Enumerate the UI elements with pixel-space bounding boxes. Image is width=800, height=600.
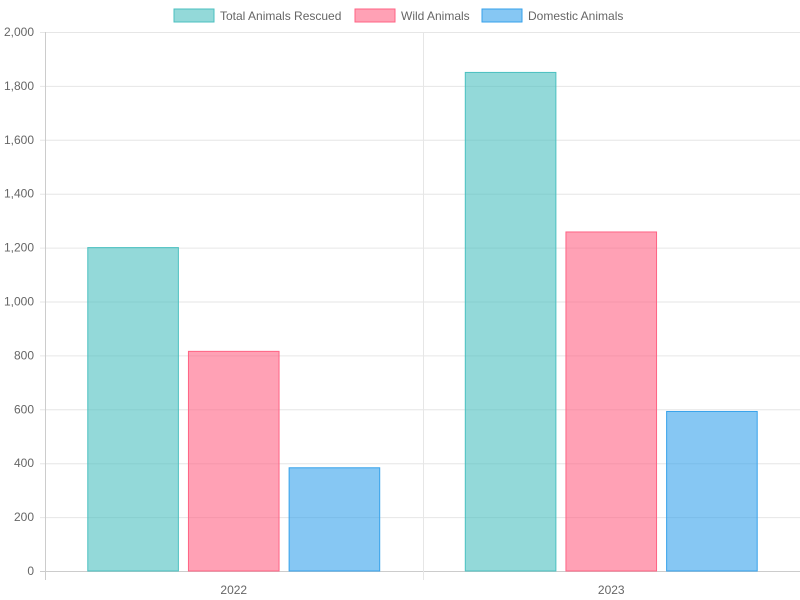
- y-tick-label: 400: [14, 456, 34, 470]
- bar-wild-animals-2022[interactable]: [187, 350, 280, 572]
- legend-label-domestic: Domestic Animals: [528, 9, 623, 23]
- legend: Total Animals Rescued Wild Animals Domes…: [173, 8, 623, 23]
- y-tick-label: 0: [27, 564, 34, 578]
- legend-label-wild: Wild Animals: [401, 9, 470, 23]
- legend-item-wild[interactable]: Wild Animals: [354, 8, 470, 23]
- y-tick-label: 1,800: [4, 79, 34, 93]
- bar-wild-animals-2023[interactable]: [565, 231, 658, 572]
- legend-item-total[interactable]: Total Animals Rescued: [173, 8, 341, 23]
- bar-domestic-animals-2023[interactable]: [666, 410, 758, 572]
- bars: [87, 71, 758, 572]
- x-tick-label: 2023: [598, 583, 625, 597]
- y-tick-label: 2,000: [4, 25, 34, 39]
- y-tick-label: 800: [14, 348, 34, 362]
- y-axis: 0 200 400 600 800 1,000 1,200 1,400 1,600 1,800 2,…: [4, 25, 34, 578]
- x-axis: 2022 2023: [220, 583, 625, 597]
- x-tick-label: 2022: [220, 583, 247, 597]
- legend-swatch-domestic: [481, 8, 523, 23]
- bar-domestic-animals-2022[interactable]: [288, 467, 381, 572]
- y-tick-label: 1,400: [4, 187, 34, 201]
- legend-item-domestic[interactable]: Domestic Animals: [481, 8, 623, 23]
- bar-total-animals-rescued-2023[interactable]: [464, 71, 557, 572]
- bar-total-animals-rescued-2022[interactable]: [87, 247, 179, 572]
- y-tick-label: 1,200: [4, 241, 34, 255]
- y-tick-label: 200: [14, 510, 34, 524]
- legend-label-total: Total Animals Rescued: [220, 9, 341, 23]
- legend-swatch-wild: [354, 8, 396, 23]
- y-tick-label: 600: [14, 402, 34, 416]
- legend-swatch-total: [173, 8, 215, 23]
- y-tick-label: 1,000: [4, 295, 34, 309]
- y-tick-label: 1,600: [4, 133, 34, 147]
